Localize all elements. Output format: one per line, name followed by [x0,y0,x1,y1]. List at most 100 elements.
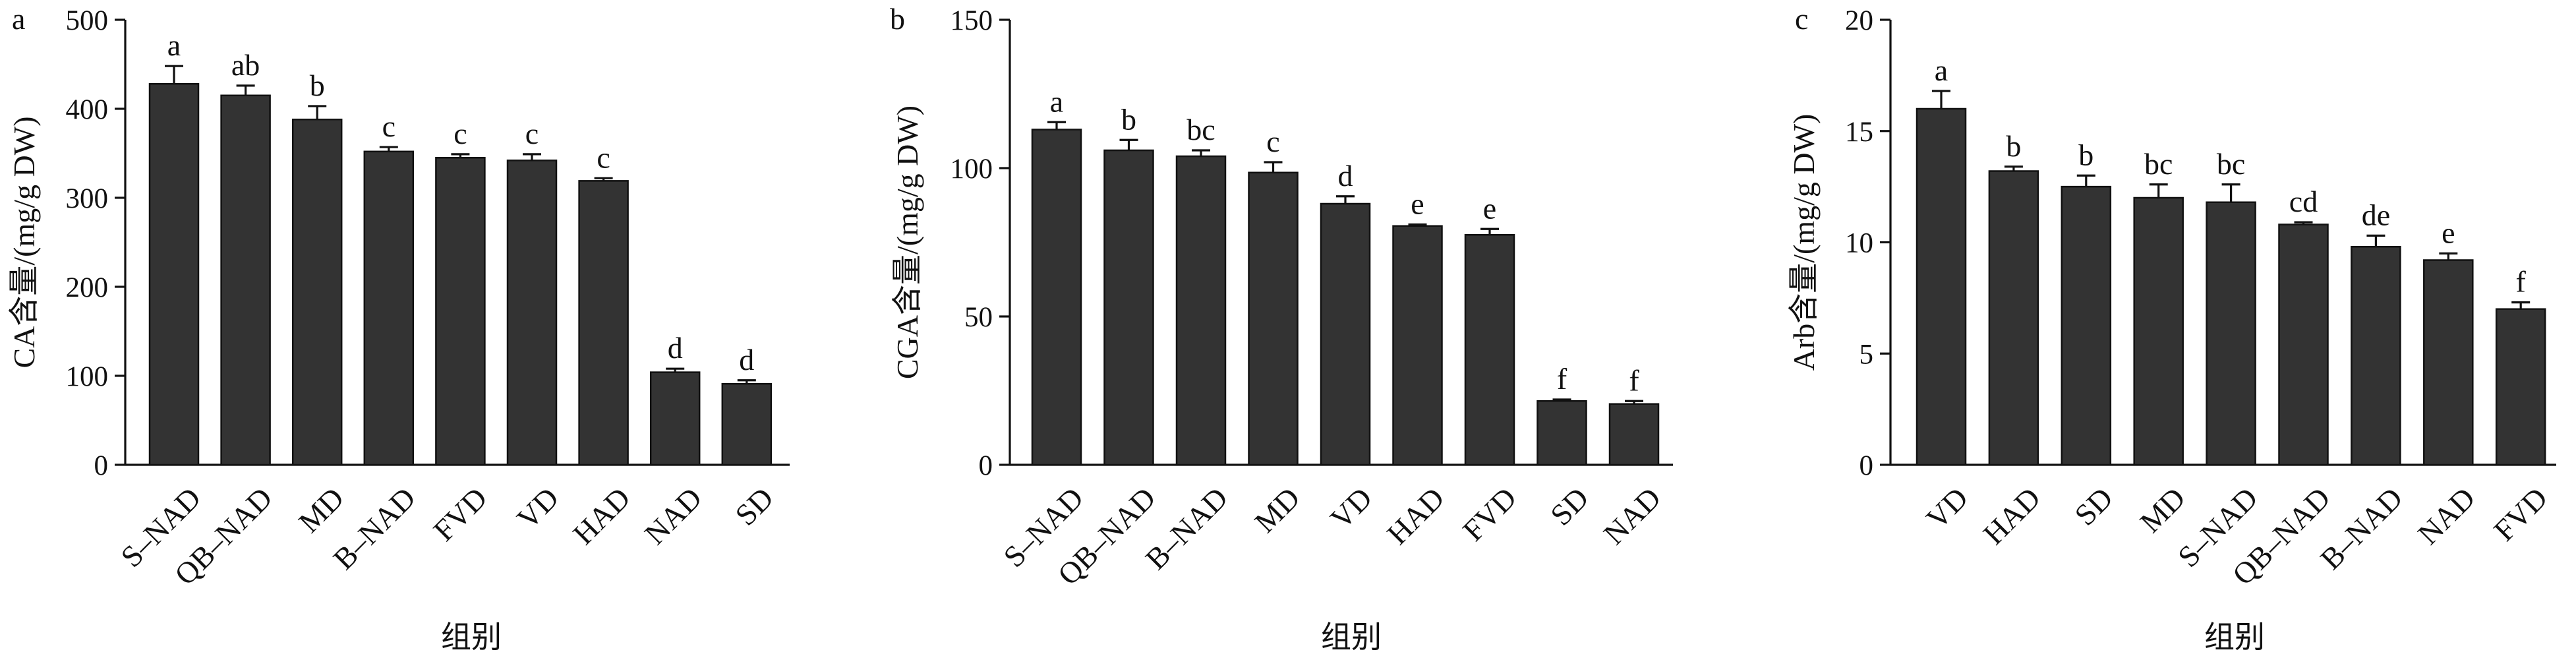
significance-letter: c [382,109,395,143]
category-label: NAD [1597,481,1668,551]
y-tick-label: 15 [1845,117,1873,148]
y-tick-label: 150 [951,5,993,36]
y-tick-label: 0 [94,450,109,481]
y-axis-title: CGA含量/(mg/g DW) [891,105,924,379]
bar [435,157,486,466]
bar [2206,201,2256,466]
bar [363,150,415,466]
significance-letter: c [454,117,467,150]
bar [2495,308,2546,466]
category-label: HAD [1380,481,1451,551]
significance-letter: b [2006,129,2021,163]
x-axis-title: 组别 [441,620,502,654]
category-label: VD [1919,481,1974,535]
y-tick-label: 5 [1859,339,1874,370]
bar [2423,259,2474,466]
significance-letter: c [525,117,539,150]
bar [2061,185,2112,466]
category-label: SD [2068,481,2119,532]
bar [1392,225,1443,466]
significance-letter: c [1266,125,1279,158]
significance-letter: b [2078,138,2093,171]
x-axis-title: 组别 [2204,620,2265,654]
bar [578,180,629,466]
significance-letter: a [1050,84,1063,118]
y-tick-label: 20 [1845,5,1873,36]
category-label: FVD [427,481,494,547]
significance-letter: b [1121,102,1136,136]
significance-letter: e [2442,216,2455,249]
y-axis-title: CA含量/(mg/g DW) [7,116,41,368]
y-tick-label: 0 [1859,450,1874,481]
significance-letter: ab [231,48,260,82]
bar [1988,170,2039,466]
bar [291,118,343,466]
significance-letter: f [1629,363,1639,397]
significance-letter: c [597,140,610,174]
y-tick-label: 100 [66,361,109,392]
bar [1916,107,1967,466]
y-tick-label: 500 [66,5,109,36]
significance-letter: a [1935,53,1948,87]
significance-letter: cd [2289,185,2318,218]
bar [148,82,200,466]
category-label: B–NAD [327,481,422,576]
bar [1103,149,1154,466]
bar [1175,155,1227,466]
x-axis-title: 组别 [1321,620,1382,654]
category-label: SD [1544,481,1595,532]
significance-letter: bc [1186,113,1215,146]
significance-letter: bc [2144,147,2173,181]
category-label: VD [510,481,565,535]
bar [1031,129,1082,466]
significance-letter: f [1557,362,1567,396]
category-label: HAD [1977,481,2047,551]
category-label: NAD [638,481,709,551]
category-label: B–NAD [1139,481,1234,576]
significance-letter: b [310,69,325,102]
bar [2278,224,2329,466]
panel-letter: a [12,2,25,36]
y-tick-label: 50 [964,302,993,333]
significance-letter: e [1411,187,1424,221]
panel-c: c 0 5 10 15 20 Arb含量/(mg/g DW) a VD b HAD b SD bc MD bc… [1787,2,2556,654]
bar [2351,246,2401,466]
y-tick-label: 200 [66,272,109,303]
significance-letter: f [2516,265,2527,299]
y-tick-label: 0 [979,450,993,481]
significance-letter: a [167,28,181,62]
y-tick-label: 300 [66,183,109,214]
significance-letter: d [668,331,683,365]
bar [2133,196,2184,466]
bar [506,160,558,466]
category-label: FVD [2487,481,2554,547]
category-label: MD [292,481,350,539]
category-label: VD [1324,481,1378,535]
significance-letter: e [1483,191,1496,225]
y-tick-label: 10 [1845,228,1873,259]
y-tick-label: 400 [66,94,109,125]
y-axis-title: Arb含量/(mg/g DW) [1787,114,1821,371]
significance-letter: d [739,343,754,376]
category-label: MD [2133,481,2191,539]
panel-letter: c [1795,2,1808,36]
bar [1248,171,1299,466]
significance-letter: bc [2217,147,2245,181]
significance-letter: d [1338,159,1353,193]
bar [649,371,701,466]
category-label: MD [1248,481,1306,539]
significance-letter: de [2362,198,2390,231]
bar [220,94,271,466]
category-label: SD [728,481,780,532]
bar [721,382,773,466]
bar [1464,234,1515,466]
y-tick-label: 100 [951,154,993,185]
category-label: HAD [566,481,637,551]
category-label: FVD [1456,481,1523,547]
category-label: B–NAD [2314,481,2409,576]
panel-letter: b [890,2,905,36]
bar [1537,400,1587,466]
